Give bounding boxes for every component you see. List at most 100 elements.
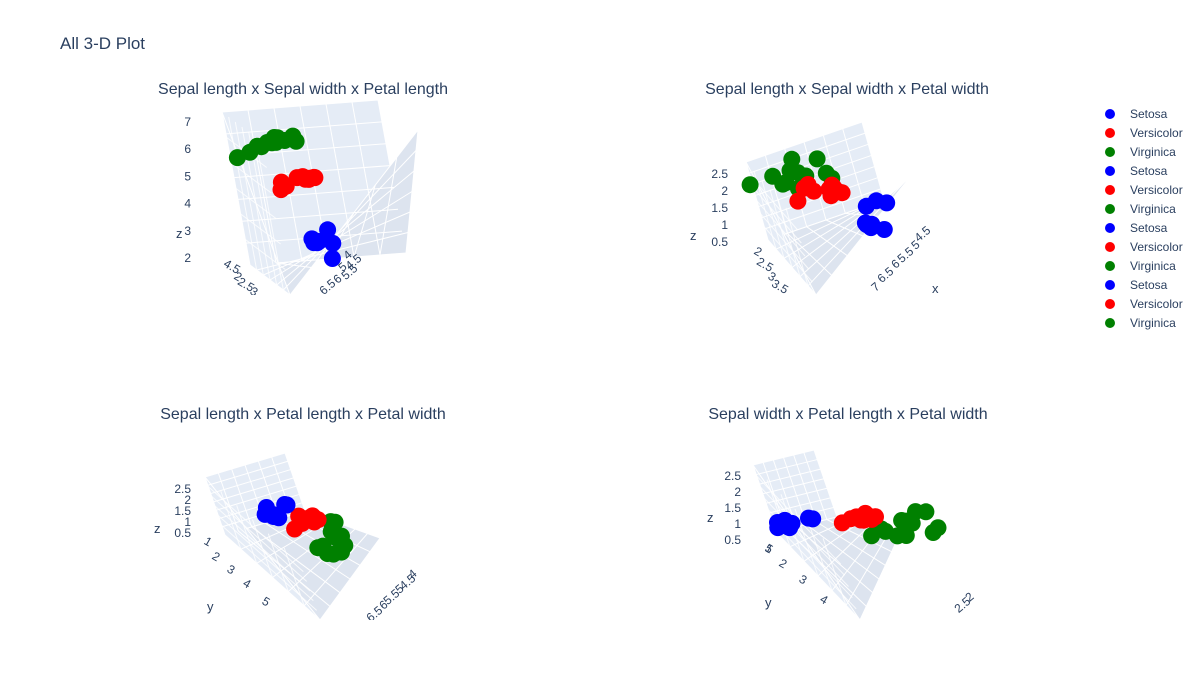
data-point-versicolor bbox=[277, 177, 295, 195]
y-tick-label: 3 bbox=[225, 562, 238, 578]
y-tick-label: 3.5 bbox=[769, 276, 791, 295]
legend-item[interactable]: Setosa bbox=[1100, 219, 1196, 238]
z-axis-title: z bbox=[707, 510, 714, 525]
data-point-setosa bbox=[862, 219, 880, 237]
legend-item[interactable]: Virginica bbox=[1100, 143, 1196, 162]
z-tick-label: 1.5 bbox=[724, 501, 741, 515]
z-tick-label: 7 bbox=[184, 115, 191, 129]
data-point-virginica bbox=[326, 513, 344, 531]
data-point-virginica bbox=[287, 132, 305, 150]
y-tick-label: 4 bbox=[241, 576, 254, 592]
data-point-setosa bbox=[319, 221, 337, 239]
data-point-versicolor bbox=[833, 514, 851, 532]
z-tick-label: 2 bbox=[734, 485, 741, 499]
legend-label: Virginica bbox=[1130, 259, 1176, 273]
legend-label: Virginica bbox=[1130, 202, 1176, 216]
y-tick-label: 3 bbox=[797, 572, 810, 588]
data-point-versicolor bbox=[789, 192, 807, 210]
legend-item[interactable]: Versicolor bbox=[1100, 295, 1196, 314]
legend-item[interactable]: Versicolor bbox=[1100, 124, 1196, 143]
legend-marker bbox=[1105, 166, 1115, 176]
z-tick-label: 1.5 bbox=[711, 201, 728, 215]
data-point-versicolor bbox=[290, 507, 308, 525]
legend-item[interactable]: Versicolor bbox=[1100, 238, 1196, 257]
grid-line bbox=[254, 136, 284, 291]
grid-line bbox=[756, 459, 818, 476]
legend-item[interactable]: Virginica bbox=[1100, 314, 1196, 333]
data-point-virginica bbox=[863, 527, 881, 545]
data-point-virginica bbox=[309, 539, 327, 557]
subplot-2-title: Sepal length x Sepal width x Petal width bbox=[705, 81, 989, 98]
data-point-versicolor bbox=[822, 187, 840, 205]
legend-marker bbox=[1105, 242, 1115, 252]
data-point-virginica bbox=[924, 524, 942, 541]
legend-item[interactable]: Virginica bbox=[1100, 200, 1196, 219]
subplot-3-title: Sepal length x Petal length x Petal widt… bbox=[160, 406, 446, 423]
z-tick-label: 2 bbox=[184, 493, 191, 507]
data-point-virginica bbox=[336, 537, 354, 554]
legend-label: Virginica bbox=[1130, 145, 1176, 159]
y-tick-label: 5 bbox=[260, 594, 273, 610]
legend-marker bbox=[1105, 280, 1115, 290]
data-point-virginica bbox=[897, 527, 915, 544]
y-axis-title: y bbox=[207, 599, 214, 614]
z-tick-label: 1.5 bbox=[174, 504, 191, 518]
z-tick-label: 5 bbox=[184, 169, 191, 183]
z-axis-title: z bbox=[154, 521, 161, 536]
data-point-setosa bbox=[324, 234, 342, 252]
legend-item[interactable]: Virginica bbox=[1100, 257, 1196, 276]
grid-line bbox=[225, 121, 383, 135]
grid-line bbox=[842, 128, 866, 207]
grid-line bbox=[283, 547, 305, 606]
data-point-versicolor bbox=[799, 176, 817, 193]
z-tick-label: 2.5 bbox=[174, 482, 191, 496]
legend-item[interactable]: Versicolor bbox=[1100, 181, 1196, 200]
y-tick-label: 1 bbox=[202, 534, 215, 550]
legend-marker bbox=[1105, 185, 1115, 195]
legend-marker bbox=[1105, 204, 1115, 214]
x-axis-title: x bbox=[932, 281, 939, 295]
z-tick-label: 2 bbox=[184, 251, 191, 265]
z-axis-title: z bbox=[176, 226, 183, 241]
y-tick-label: 4 bbox=[818, 592, 831, 608]
data-point-virginica bbox=[877, 522, 894, 540]
data-point-virginica bbox=[741, 176, 759, 194]
grid-line bbox=[803, 452, 828, 520]
z-tick-label: 2.5 bbox=[711, 167, 728, 181]
legend-item[interactable]: Setosa bbox=[1100, 105, 1196, 124]
data-point-setosa bbox=[323, 250, 341, 267]
data-point-setosa bbox=[306, 232, 324, 250]
data-point-setosa bbox=[878, 194, 896, 212]
y-tick-label: 5 bbox=[763, 541, 776, 557]
y-axis-title: y bbox=[765, 595, 772, 610]
legend-item[interactable]: Setosa bbox=[1100, 276, 1196, 295]
legend-label: Versicolor bbox=[1130, 240, 1183, 254]
grid-line bbox=[759, 468, 821, 485]
grid-line bbox=[207, 460, 289, 486]
grid-line bbox=[766, 487, 828, 504]
z-axis-title: z bbox=[690, 228, 697, 243]
z-tick-label: 1 bbox=[734, 517, 741, 531]
legend-marker bbox=[1105, 109, 1115, 119]
legend-marker bbox=[1105, 223, 1115, 233]
data-point-setosa bbox=[875, 221, 893, 238]
legend-label: Versicolor bbox=[1130, 297, 1183, 311]
z-tick-label: 2.5 bbox=[724, 469, 741, 483]
data-point-versicolor bbox=[305, 513, 323, 531]
data-point-setosa bbox=[781, 519, 799, 537]
grid-line bbox=[241, 208, 399, 222]
grid-line bbox=[282, 150, 417, 291]
data-point-setosa bbox=[857, 197, 875, 215]
grid-line bbox=[769, 497, 831, 514]
legend: Setosa Versicolor Virginica Setosa Versicolo… bbox=[1100, 105, 1196, 333]
grid-line bbox=[762, 478, 824, 495]
y-tick-label: 3 bbox=[248, 284, 261, 295]
legend-item[interactable]: Setosa bbox=[1100, 162, 1196, 181]
grid-line bbox=[822, 538, 847, 606]
data-point-virginica bbox=[917, 503, 935, 521]
z-tick-label: 1 bbox=[184, 515, 191, 529]
